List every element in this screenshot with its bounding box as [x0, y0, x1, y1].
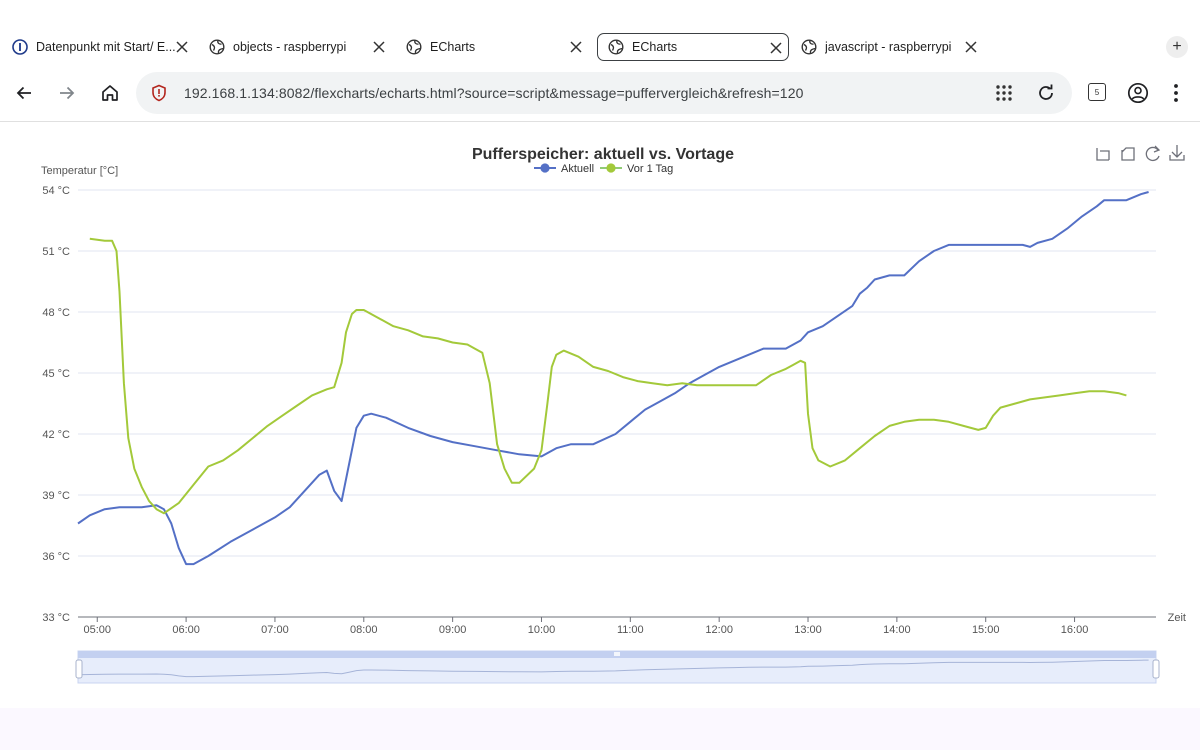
- legend-item-aktuell[interactable]: Aktuell: [534, 163, 594, 175]
- close-icon[interactable]: [768, 40, 784, 56]
- x-tick-label: 14:00: [883, 624, 911, 636]
- slider-preview-line: [77, 659, 1149, 678]
- globe-icon: [406, 39, 422, 55]
- close-icon[interactable]: [371, 39, 387, 55]
- x-tick-label: 11:00: [617, 624, 644, 636]
- address-bar[interactable]: 192.168.1.134:8082/flexcharts/echarts.ht…: [136, 72, 1072, 114]
- legend-label: Vor 1 Tag: [627, 163, 673, 175]
- info-icon: [12, 39, 28, 55]
- y-tick-label: 54 °C: [42, 185, 70, 197]
- tab-javascript[interactable]: javascript - raspberrypi: [791, 33, 983, 61]
- legend: Aktuell Vor 1 Tag: [534, 163, 673, 175]
- reload-icon[interactable]: [1036, 83, 1056, 103]
- close-icon[interactable]: [174, 39, 190, 55]
- y-tick-label: 39 °C: [42, 490, 70, 502]
- x-axis: 05:00 06:00 07:00 08:00 09:00 10:00 11:00 12:00…: [78, 616, 1156, 636]
- y-tick-label: 45 °C: [42, 368, 70, 380]
- browser-chrome: Datenpunkt mit Start/ E... objects - ras…: [0, 0, 1200, 122]
- legend-dot: [540, 163, 550, 173]
- x-tick-label: 05:00: [83, 624, 111, 636]
- tab-title: Datenpunkt mit Start/ E...: [36, 40, 176, 54]
- tab-echarts-1[interactable]: ECharts: [396, 33, 588, 61]
- new-tab-button[interactable]: +: [1166, 36, 1188, 58]
- series-line-1[interactable]: [89, 237, 1127, 515]
- y-tick-label: 51 °C: [42, 246, 70, 258]
- y-axis-labels: 33 °C 36 °C 39 °C 42 °C 45 °C 48 °C 51 °C 54 °C: [42, 185, 70, 624]
- navigation-bar: 192.168.1.134:8082/flexcharts/echarts.ht…: [0, 72, 1200, 114]
- x-tick-label: 07:00: [261, 624, 289, 636]
- tab-datenpunkt[interactable]: Datenpunkt mit Start/ E...: [2, 33, 194, 61]
- x-tick-label: 09:00: [439, 624, 467, 636]
- y-tick-label: 36 °C: [42, 551, 70, 563]
- tab-echarts-active[interactable]: ECharts: [597, 33, 789, 61]
- series: [77, 191, 1149, 566]
- home-icon: [102, 85, 118, 101]
- zoom-reset-icon[interactable]: [1121, 147, 1135, 161]
- zoom-icon[interactable]: [1096, 148, 1110, 161]
- globe-icon: [801, 39, 817, 55]
- x-tick-label: 16:00: [1061, 624, 1089, 636]
- line-chart: 33 °C 36 °C 39 °C 42 °C 45 °C 48 °C 51 °C 54 °C…: [41, 145, 1186, 684]
- shield-icon[interactable]: [150, 84, 168, 102]
- close-icon[interactable]: [568, 39, 584, 55]
- globe-icon: [209, 39, 225, 55]
- legend-label: Aktuell: [561, 163, 594, 175]
- arrow-left-icon: [16, 86, 31, 100]
- back-button[interactable]: [12, 81, 36, 105]
- forward-button[interactable]: [55, 81, 79, 105]
- y-tick-label: 42 °C: [42, 429, 70, 441]
- tab-title: javascript - raspberrypi: [825, 40, 952, 54]
- arrow-right-icon: [60, 86, 75, 100]
- download-icon[interactable]: [1169, 145, 1185, 161]
- datazoom-slider[interactable]: [75, 650, 1160, 684]
- x-tick-label: 08:00: [350, 624, 378, 636]
- y-axis-title: Temperatur [°C]: [41, 165, 118, 177]
- home-button[interactable]: [98, 81, 122, 105]
- slider-handle-right[interactable]: [1152, 659, 1160, 679]
- close-icon[interactable]: [963, 39, 979, 55]
- page-bottom: [0, 708, 1200, 750]
- x-tick-label: 10:00: [528, 624, 556, 636]
- url-text[interactable]: 192.168.1.134:8082/flexcharts/echarts.ht…: [184, 85, 804, 101]
- series-line-0[interactable]: [77, 191, 1149, 566]
- legend-dot: [606, 163, 616, 173]
- tab-title: ECharts: [632, 40, 678, 54]
- tab-title: ECharts: [430, 40, 476, 54]
- apps-grid-icon[interactable]: [994, 83, 1014, 103]
- tab-title: objects - raspberrypi: [233, 40, 347, 54]
- slider-handle-left[interactable]: [75, 659, 83, 679]
- legend-item-vor-1-tag[interactable]: Vor 1 Tag: [600, 163, 673, 175]
- tab-count-button[interactable]: 5: [1088, 83, 1106, 101]
- slider-move-handle[interactable]: [614, 652, 620, 656]
- x-tick-label: 15:00: [972, 624, 1000, 636]
- tab-strip: Datenpunkt mit Start/ E... objects - ras…: [0, 30, 1200, 66]
- x-tick-label: 06:00: [172, 624, 200, 636]
- x-tick-label: 12:00: [705, 624, 733, 636]
- x-axis-title: Zeit: [1168, 612, 1186, 624]
- x-tick-label: 13:00: [794, 624, 822, 636]
- chart-container: 33 °C 36 °C 39 °C 42 °C 45 °C 48 °C 51 °C 54 °C…: [0, 122, 1200, 708]
- chart-title: Pufferspeicher: aktuell vs. Vortage: [472, 146, 734, 163]
- y-tick-label: 33 °C: [42, 612, 70, 624]
- toolbox: [1096, 145, 1185, 162]
- more-menu-icon[interactable]: [1166, 82, 1186, 104]
- account-icon[interactable]: [1127, 82, 1149, 104]
- y-tick-label: 48 °C: [42, 307, 70, 319]
- restore-icon[interactable]: [1145, 145, 1161, 162]
- tab-objects[interactable]: objects - raspberrypi: [199, 33, 391, 61]
- globe-icon: [608, 39, 624, 55]
